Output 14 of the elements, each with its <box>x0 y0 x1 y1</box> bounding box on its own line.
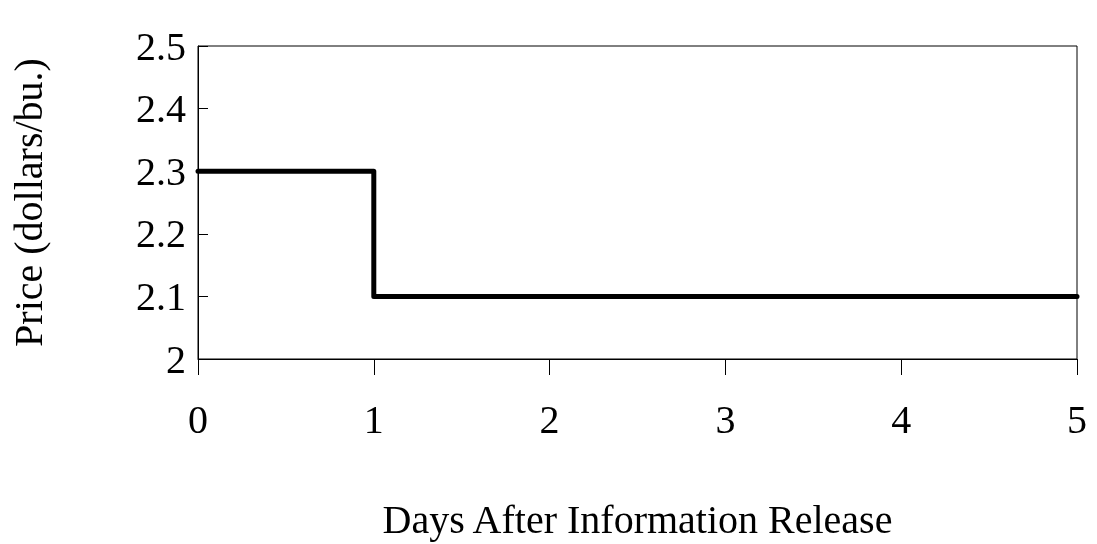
x-tick-label: 5 <box>1067 396 1087 442</box>
y-tick-label: 2.2 <box>136 211 186 257</box>
y-tick-label: 2.4 <box>136 86 186 132</box>
y-axis-title: Price (dollars/bu.) <box>5 58 51 347</box>
x-tick-label: 0 <box>188 396 208 442</box>
x-tick-label: 3 <box>715 396 736 442</box>
x-tick-label: 1 <box>363 396 384 442</box>
x-tick-label: 2 <box>539 396 560 442</box>
y-tick-label: 2 <box>166 336 186 382</box>
y-tick-label: 2.5 <box>136 23 186 69</box>
x-axis-title: Days After Information Release <box>382 496 893 542</box>
y-tick-label: 2.1 <box>136 273 186 319</box>
x-tick-label: 4 <box>891 396 912 442</box>
y-tick-label: 2.3 <box>136 148 186 194</box>
